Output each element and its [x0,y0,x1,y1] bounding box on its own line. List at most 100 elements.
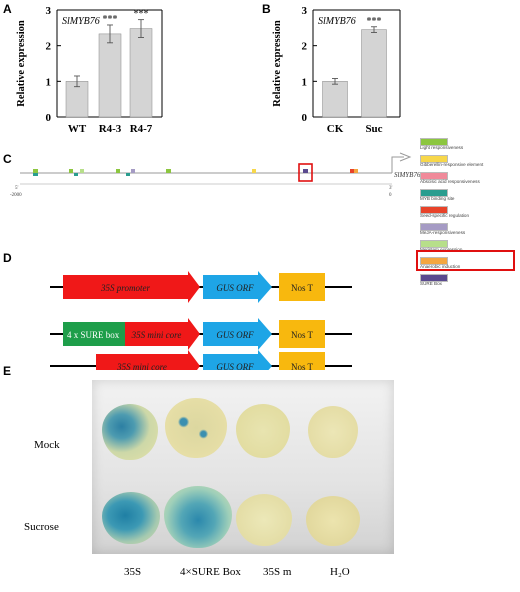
nos-terminator [279,352,325,370]
motif-meja-1 [131,169,135,173]
legend-item: Seed-specific regulation [420,206,516,223]
motif-light-3 [116,169,120,173]
legend-swatch [420,189,448,197]
legend-label: Meristem expression [420,247,463,252]
legend-item: MeJA-responsiveness [420,223,516,240]
legend-swatch [420,155,448,163]
chart-b-significance: *** [367,16,382,27]
gus-orf-label: GUS ORF [216,283,254,293]
scale-start-label: -2000 [10,193,22,198]
chart-b-ylabel: Relative expression [272,20,283,107]
leaf-mock-h2o [308,406,358,458]
chart-a-xtick-label: WT [68,123,87,135]
motif-anaerobic [354,169,358,173]
chart-a-ytick-label: 1 [46,76,52,88]
chart-b-ytick-label: 3 [302,5,308,17]
promoter-map: SlMYB76 5' 3' -2000 0 [10,152,420,198]
column-label-h2o: H₂O [330,566,350,578]
legend-label: Light responsiveness [420,145,464,150]
column-label-35s: 35S [124,566,142,578]
legend-swatch [420,223,448,231]
nos-terminator [279,320,325,348]
legend-sure-box-highlight [416,250,515,271]
chart-a-ylabel: Relative expression [16,20,27,107]
panel-letter-d: D [3,251,12,265]
panel-letter-b: B [262,2,271,16]
legend-item: Meristem expression [420,240,516,257]
panel-letter-c: C [3,152,12,166]
chart-a-significance: *** [103,14,118,25]
legend-label: Abscisic acid responsiveness [420,179,480,184]
motif-meristem-1 [80,169,84,173]
legend-label: Seed-specific regulation [420,213,470,218]
legend-swatch [420,138,448,146]
motif-myb-2 [74,173,78,176]
leaf-sucrose-h2o [306,496,360,546]
leaf-mock-sure [165,398,227,458]
chart-a-ytick-label: 3 [46,5,52,17]
legend-item: Abscisic acid responsiveness [420,172,516,189]
chart-a: 0 1 2 3 Relative expression SlMYB76 WT *** R4-3 *… [16,5,163,135]
legend-item: Gibberellin-responsive element [420,155,516,172]
promoter-arrow [125,318,200,350]
legend-item: Anaerobic induction [420,257,516,274]
motif-myb-1 [33,173,38,176]
legend-swatch [420,274,448,282]
motif-seed-specific [350,169,354,173]
legend-label: MeJA-responsiveness [420,230,466,235]
leaf-sucrose-35s [102,492,160,544]
legend-item: Light responsiveness [420,138,516,155]
scale-end-tick: 3' [389,186,393,191]
row-label-sucrose: Sucrose [24,521,59,533]
chart-a-ytick-label: 2 [46,41,52,53]
motif-myb-3 [126,173,130,176]
gus-orf-label: GUS ORF [216,330,254,340]
sure-box-highlight [298,163,313,182]
chart-a-ytick-label: 0 [46,112,52,124]
chart-b-xtick-label: Suc [365,123,382,135]
chart-a-bar [98,33,122,118]
gus-orf-arrow [203,318,272,350]
legend-label: MYB binding site [420,196,455,201]
scale-end-label: 0 [389,193,392,198]
legend-label: Anaerobic induction [420,264,461,269]
sure-box-block [63,322,125,346]
nos-terminator-label: Nos T [291,330,314,340]
constructs: 35S promoter GUS ORF Nos T 4 x SURE box 35S … [50,271,352,370]
chart-b-ytick-label: 0 [302,112,308,124]
leaf-sucrose-sure [164,486,232,548]
gus-orf-arrow [203,350,272,370]
leaf-mock-35s [102,404,158,460]
legend-swatch [420,206,448,214]
chart-b-ytick-label: 2 [302,41,308,53]
motif-light-4 [166,169,171,173]
motif-gibberellin [252,169,256,173]
motif-light-1 [33,169,38,173]
panel-letter-e: E [3,364,12,378]
tss-arrow [391,156,404,173]
motif-legend: Light responsiveness Gibberellin-responsi… [420,138,516,291]
nos-terminator-label: Nos T [291,362,314,370]
legend-swatch [420,257,448,265]
legend-swatch [420,172,448,180]
chart-b-title: SlMYB76 [318,16,356,27]
legend-item: MYB binding site [420,189,516,206]
column-label-sure: 4×SURE Box [180,566,241,578]
chart-a-significance: *** [134,9,149,20]
promoter-arrow [63,271,200,303]
promoter-arrow [96,350,200,370]
column-label-35sm: 35S m [263,566,292,578]
legend-label: Gibberellin-responsive element [420,162,484,167]
motif-light-2 [69,169,73,173]
legend-label: SURE Box [420,281,442,286]
promoter-label: 35S mini core [131,330,182,340]
chart-b: 0 1 2 3 Relative expression SlMYB76 CK *** Suc [272,5,401,135]
motif-sure-box [303,169,308,173]
nos-terminator [279,273,325,301]
tss-arrowhead [399,152,412,162]
promoter-label: 35S promoter [100,283,150,293]
scale-start-tick: 5' [15,186,19,191]
row-label-mock: Mock [34,439,60,451]
leaf-sucrose-35sm [236,494,292,546]
promoter-label: 35S mini core [116,362,167,370]
